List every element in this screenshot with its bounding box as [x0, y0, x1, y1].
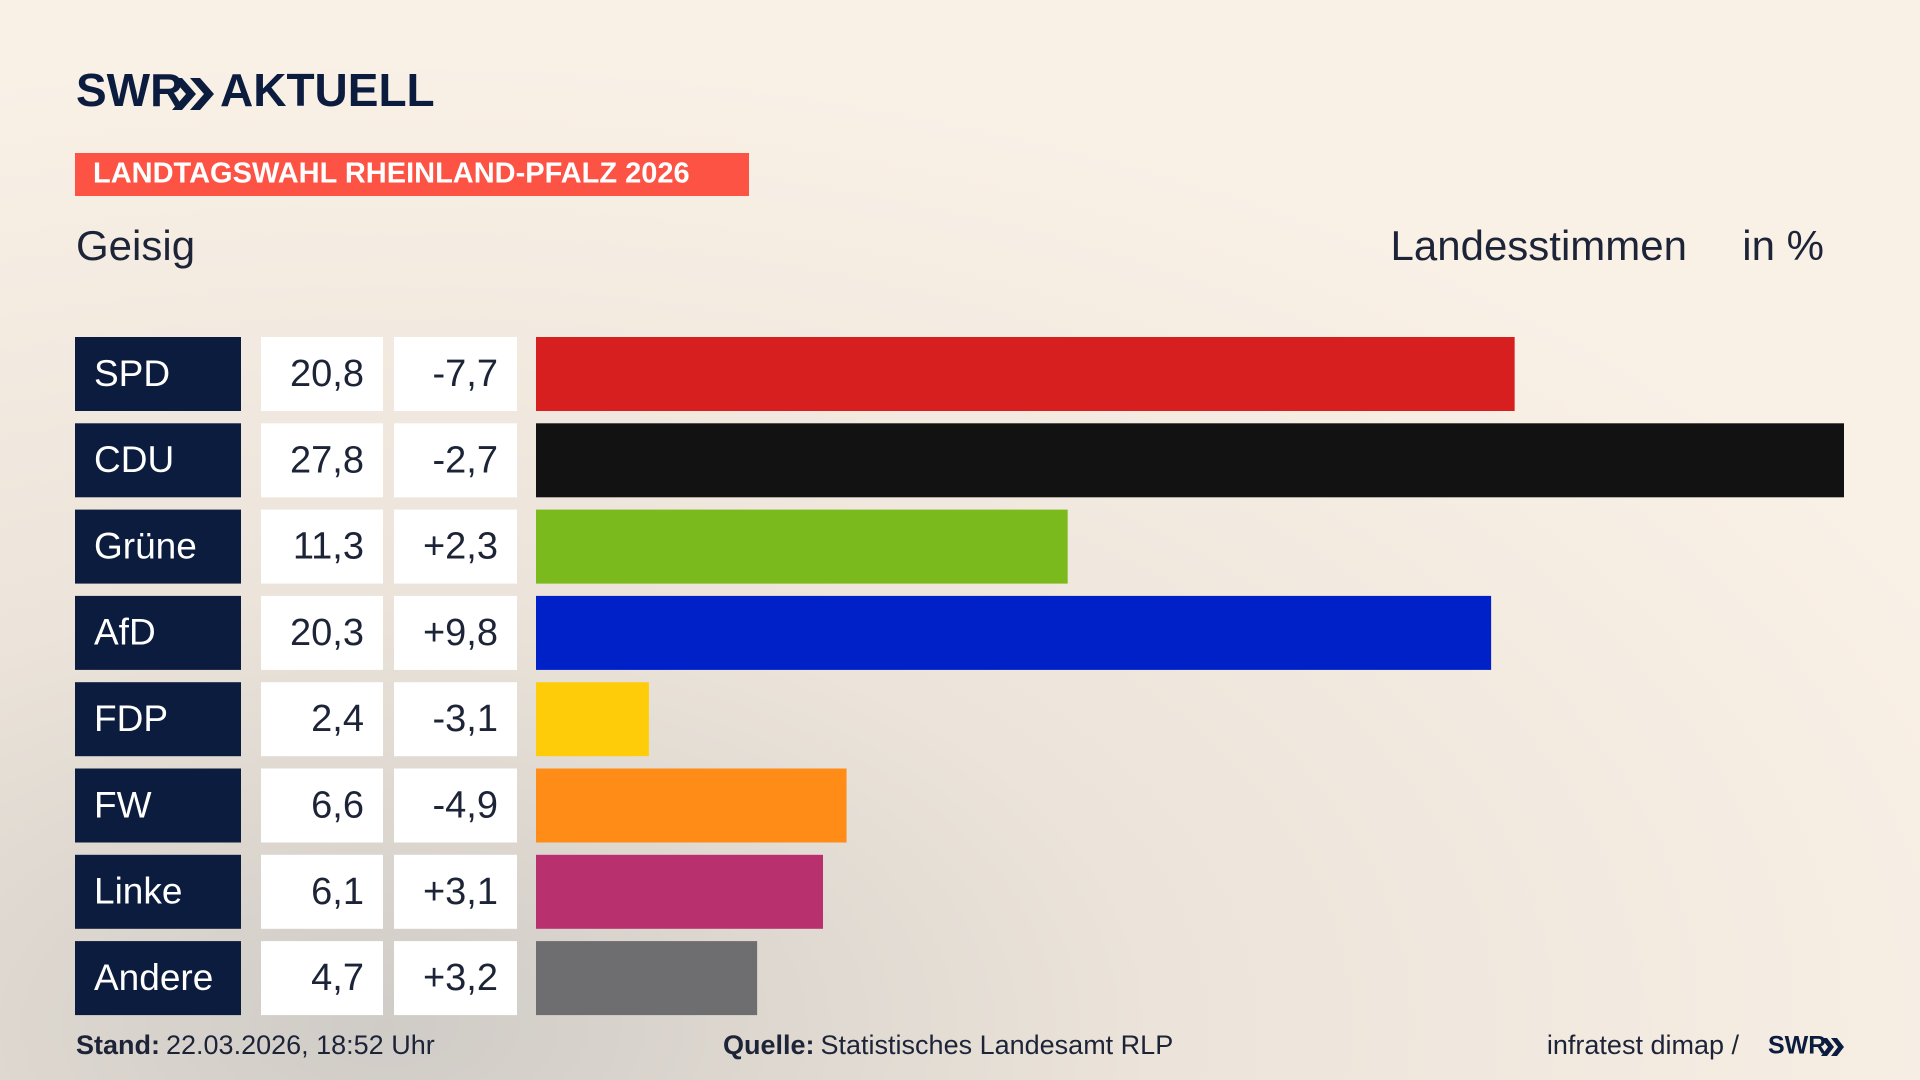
bar	[536, 854, 824, 929]
party-label: Linke	[94, 871, 182, 912]
change-box	[394, 854, 517, 929]
value-label: 6,6	[311, 785, 364, 827]
change-label: -4,9	[433, 785, 498, 827]
party-box	[75, 682, 241, 757]
brand: AKTUELL	[220, 64, 435, 116]
change-label: +9,8	[423, 612, 498, 654]
value-label: 6,1	[311, 871, 364, 913]
footer-date: Stand: 22.03.2026, 18:52 Uhr	[76, 1030, 435, 1060]
change-box	[394, 423, 517, 498]
value-label: 20,3	[290, 612, 364, 654]
party-box	[75, 854, 241, 929]
title-banner	[75, 153, 749, 196]
value-label: 27,8	[290, 439, 364, 481]
bar	[536, 337, 1515, 411]
party-box	[75, 337, 241, 411]
value-box	[261, 423, 383, 498]
party-label: Grüne	[94, 525, 197, 566]
value-label: 2,4	[311, 698, 364, 740]
party-box	[75, 941, 241, 1016]
chart-title: LANDTAGSWAHL RHEINLAND-PFALZ 2026	[93, 158, 690, 190]
value-box	[261, 682, 383, 757]
change-box	[394, 941, 517, 1016]
unit: in %	[1742, 222, 1824, 269]
change-label: +3,1	[423, 871, 498, 913]
party-label: AfD	[94, 612, 156, 653]
brand-chevron	[172, 78, 214, 110]
measure: Landesstimmen	[1391, 222, 1687, 269]
value-box	[261, 595, 383, 670]
bar	[536, 595, 1492, 670]
value-label: 20,8	[290, 353, 364, 395]
subtitle: Geisig	[76, 222, 195, 269]
party-label: SPD	[94, 353, 170, 394]
brand: SWR	[76, 64, 183, 116]
change-box	[394, 595, 517, 670]
value-box	[261, 854, 383, 929]
footer-source: Quelle: Statistisches Landesamt RLP	[723, 1030, 1173, 1060]
change-label: +2,3	[423, 526, 498, 568]
party-label: CDU	[94, 439, 174, 480]
bar	[536, 941, 758, 1016]
change-box	[394, 682, 517, 757]
bar	[536, 768, 847, 843]
party-label: FDP	[94, 698, 168, 739]
party-box	[75, 509, 241, 584]
value-label: 11,3	[293, 526, 364, 568]
party-box	[75, 423, 241, 498]
bar	[536, 509, 1068, 584]
value-box	[261, 509, 383, 584]
value-label: 4,7	[311, 957, 364, 999]
change-label: +3,2	[423, 957, 498, 999]
change-label: -3,1	[433, 698, 498, 740]
change-box	[394, 509, 517, 584]
change-label: -7,7	[433, 353, 498, 395]
footer-chevron	[1821, 1038, 1844, 1056]
change-box	[394, 768, 517, 843]
bar	[536, 682, 649, 757]
party-label: Andere	[94, 957, 213, 998]
party-box	[75, 595, 241, 670]
value-box	[261, 768, 383, 843]
bar	[536, 423, 1844, 498]
change-label: -2,7	[433, 439, 498, 481]
party-box	[75, 768, 241, 843]
footer-credit: infratest dimap /	[1547, 1030, 1740, 1060]
change-box	[394, 337, 517, 411]
value-box	[261, 941, 383, 1016]
party-label: FW	[94, 784, 152, 825]
footer-brand: SWR	[1768, 1032, 1826, 1060]
value-box	[261, 337, 383, 411]
